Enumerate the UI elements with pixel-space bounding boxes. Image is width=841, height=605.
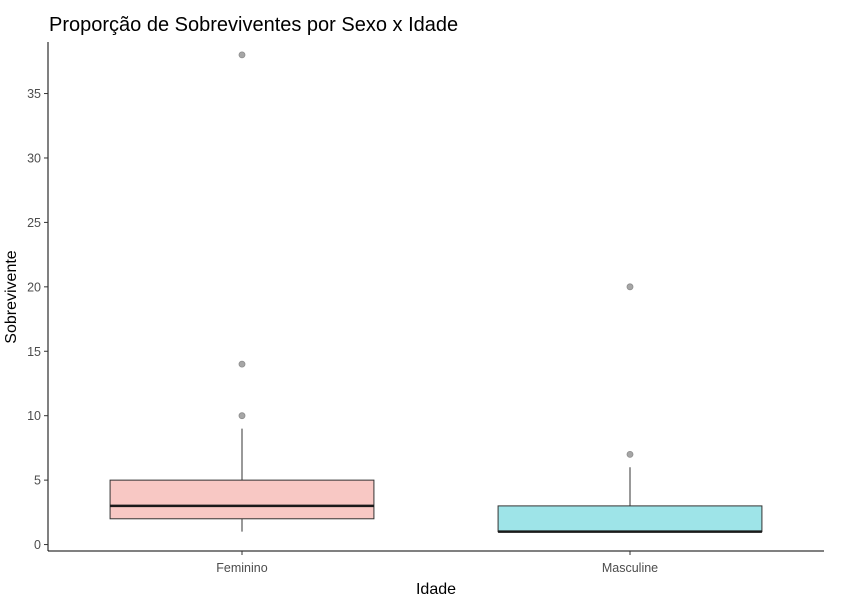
y-axis-label: Sobrevivente: [3, 250, 20, 343]
outlier-point: [238, 412, 246, 420]
y-tick-label: 10: [27, 409, 41, 423]
outlier-point: [238, 51, 246, 59]
x-tick-label: Masculine: [602, 561, 658, 575]
x-axis-ticks: Feminino Masculine: [216, 551, 658, 575]
y-tick-label: 15: [27, 345, 41, 359]
y-tick-label: 20: [27, 280, 41, 294]
outlier-point: [238, 360, 246, 368]
plot-area: [109, 51, 763, 533]
y-tick-label: 35: [27, 87, 41, 101]
y-tick-label: 25: [27, 216, 41, 230]
box-iqr: [497, 505, 763, 533]
y-axis-ticks: 0 5 10 15 20 25 30 35: [27, 87, 48, 552]
x-tick-label: Feminino: [216, 561, 267, 575]
outlier-point: [626, 283, 634, 291]
chart-title: Proporção de Sobreviventes por Sexo x Id…: [49, 14, 458, 36]
outlier-point: [626, 450, 634, 458]
box-iqr: [109, 479, 375, 520]
box-group: [109, 51, 375, 532]
y-tick-label: 0: [34, 538, 41, 552]
box-group: [497, 283, 763, 533]
x-axis-label: Idade: [416, 581, 456, 598]
y-tick-label: 5: [34, 474, 41, 488]
y-tick-label: 30: [27, 151, 41, 165]
